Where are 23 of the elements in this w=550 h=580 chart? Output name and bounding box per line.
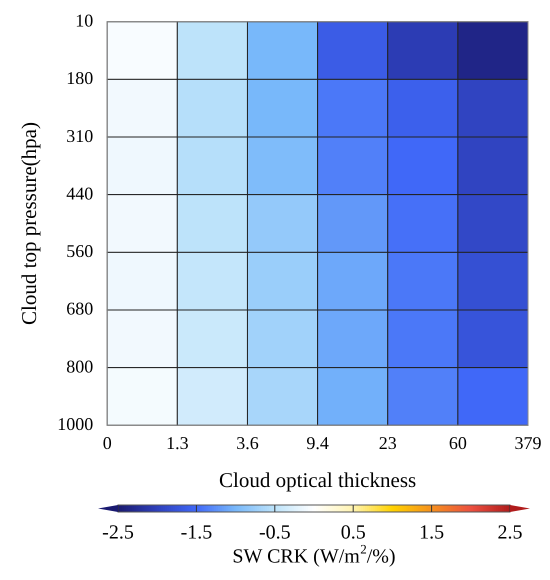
text: 800	[66, 356, 94, 376]
text: 310	[66, 126, 94, 146]
text: 1.3	[166, 432, 189, 453]
text: 23	[378, 432, 397, 453]
color-bar-label: 1.5	[419, 521, 444, 544]
text: 60	[448, 432, 467, 453]
y-axis-title: Cloud top pressure(hpa)	[17, 122, 42, 325]
text: 3.6	[236, 432, 259, 453]
text: 10	[75, 10, 94, 31]
color-bar-label: 2.5	[498, 521, 522, 544]
color-bar-label: 0.5	[340, 521, 366, 544]
text: 1000	[57, 414, 94, 434]
color-bar-label: -0.5	[258, 521, 291, 544]
text: 680	[66, 298, 94, 319]
text: 9.4	[306, 432, 329, 453]
text: 0	[102, 432, 112, 453]
text: 440	[66, 183, 94, 204]
x-axis-title: Cloud optical thickness	[219, 468, 416, 492]
color-bar-label: -1.5	[180, 521, 212, 544]
color-bar-label: -2.5	[102, 521, 134, 544]
text: 180	[66, 68, 94, 88]
text: 379	[514, 432, 542, 453]
text: 560	[66, 241, 94, 262]
